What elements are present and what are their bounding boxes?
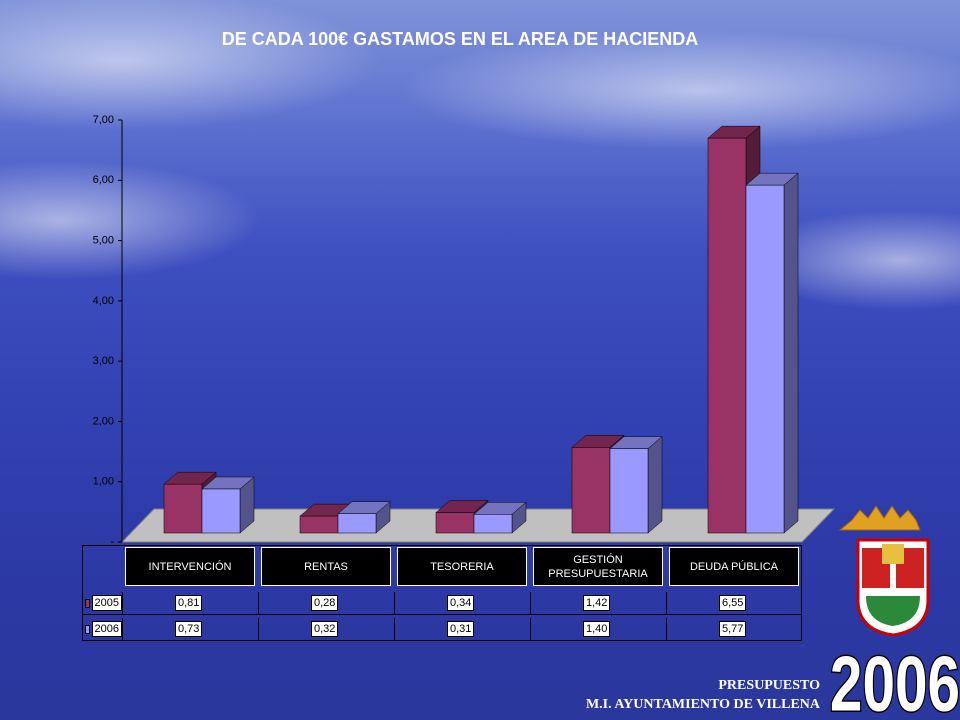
cloud [400,30,960,150]
footer-year: 2006 [830,640,960,720]
coat-of-arms [838,505,930,637]
cloud [0,160,260,280]
y-tick-label: 7,00 [93,114,114,126]
bar [435,512,475,534]
legend-swatch [85,624,90,634]
table-row: 0,81 [122,592,258,615]
category-label: TESORERIA [397,547,527,586]
bar [571,447,611,534]
bar [473,514,513,534]
y-tick-label: - [110,536,114,548]
bar [707,137,747,534]
table-row: 0,28 [258,592,394,615]
value-label: 0,81 [175,595,203,611]
legend-entry: 2005 [82,592,122,615]
value-label: 6,55 [719,595,747,611]
bar-group [473,501,527,534]
table-row: 6,55 [666,592,802,615]
bar-group [745,172,799,534]
table-row: 0,34 [394,592,530,615]
bar-group [609,436,663,534]
legend-label: 2005 [91,595,122,611]
table-row: 0,31 [394,618,530,641]
footer-line: M.I. AYUNTAMIENTO DE VILLENA [586,697,821,712]
bar [609,448,649,534]
bar-group [337,501,391,534]
y-tick-label: 1,00 [93,476,114,488]
table-row: 1,40 [530,618,666,641]
category-label: RENTAS [261,547,391,586]
value-label: 5,77 [719,621,747,637]
category-label: GESTIÓN PRESUPUESTARIA [533,547,663,586]
bar-side [783,172,799,534]
category-label: INTERVENCIÓN [125,547,255,586]
bar [299,515,339,534]
table-row: 1,42 [530,592,666,615]
cloud [0,0,380,130]
bar [337,513,377,534]
y-tick-label: 2,00 [93,415,114,427]
value-label: 1,42 [583,595,611,611]
y-tick-label: 6,00 [93,174,114,186]
category-label: DEUDA PÚBLICA [669,547,799,586]
value-label: 0,34 [447,595,475,611]
value-label: 0,73 [175,621,203,637]
table-row: 0,32 [258,618,394,641]
table-row: 0,73 [122,618,258,641]
legend-label: 2006 [91,621,122,637]
value-label: 0,31 [447,621,475,637]
value-label: 0,28 [311,595,339,611]
bar-group [201,476,255,534]
legend-entry: 2006 [82,618,122,641]
y-tick-label: 3,00 [93,355,114,367]
bar [201,488,241,534]
table-row: 5,77 [666,618,802,641]
chart-title: DE CADA 100€ GASTAMOS EN EL AREA DE HACI… [222,29,698,49]
bar-side [647,436,663,534]
bar [745,184,785,534]
value-label: 0,32 [311,621,339,637]
footer-line: PRESUPUESTO [718,678,820,693]
bar [163,483,203,534]
value-label: 1,40 [583,621,611,637]
y-tick-label: 4,00 [93,295,114,307]
y-tick-label: 5,00 [93,234,114,246]
legend-swatch [85,598,90,608]
